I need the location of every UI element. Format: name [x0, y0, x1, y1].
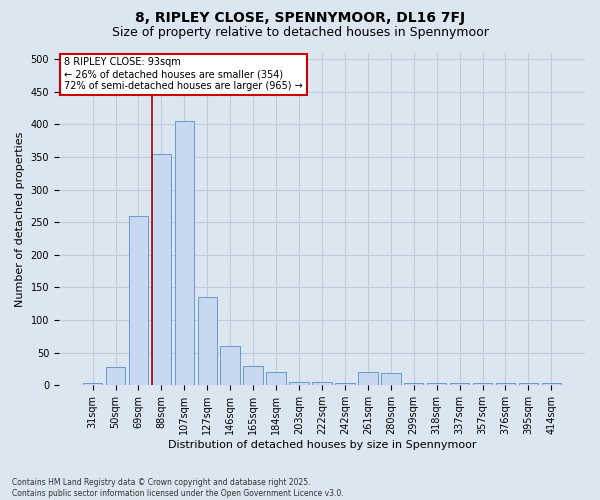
- Bar: [518, 384, 538, 385]
- Bar: [83, 384, 103, 385]
- Bar: [197, 297, 217, 385]
- Bar: [381, 374, 401, 385]
- Text: 8, RIPLEY CLOSE, SPENNYMOOR, DL16 7FJ: 8, RIPLEY CLOSE, SPENNYMOOR, DL16 7FJ: [135, 11, 465, 25]
- Bar: [404, 384, 424, 385]
- Bar: [473, 384, 492, 385]
- Bar: [427, 384, 446, 385]
- Text: Contains HM Land Registry data © Crown copyright and database right 2025.
Contai: Contains HM Land Registry data © Crown c…: [12, 478, 344, 498]
- Bar: [220, 346, 240, 385]
- Bar: [542, 384, 561, 385]
- Bar: [358, 372, 377, 385]
- Bar: [106, 367, 125, 385]
- X-axis label: Distribution of detached houses by size in Spennymoor: Distribution of detached houses by size …: [168, 440, 476, 450]
- Bar: [152, 154, 171, 385]
- Bar: [312, 382, 332, 385]
- Bar: [175, 121, 194, 385]
- Bar: [266, 372, 286, 385]
- Bar: [244, 366, 263, 385]
- Text: Size of property relative to detached houses in Spennymoor: Size of property relative to detached ho…: [112, 26, 488, 39]
- Bar: [335, 384, 355, 385]
- Bar: [496, 384, 515, 385]
- Text: 8 RIPLEY CLOSE: 93sqm
← 26% of detached houses are smaller (354)
72% of semi-det: 8 RIPLEY CLOSE: 93sqm ← 26% of detached …: [64, 58, 303, 90]
- Bar: [289, 382, 309, 385]
- Y-axis label: Number of detached properties: Number of detached properties: [15, 131, 25, 306]
- Bar: [450, 384, 469, 385]
- Bar: [128, 216, 148, 385]
